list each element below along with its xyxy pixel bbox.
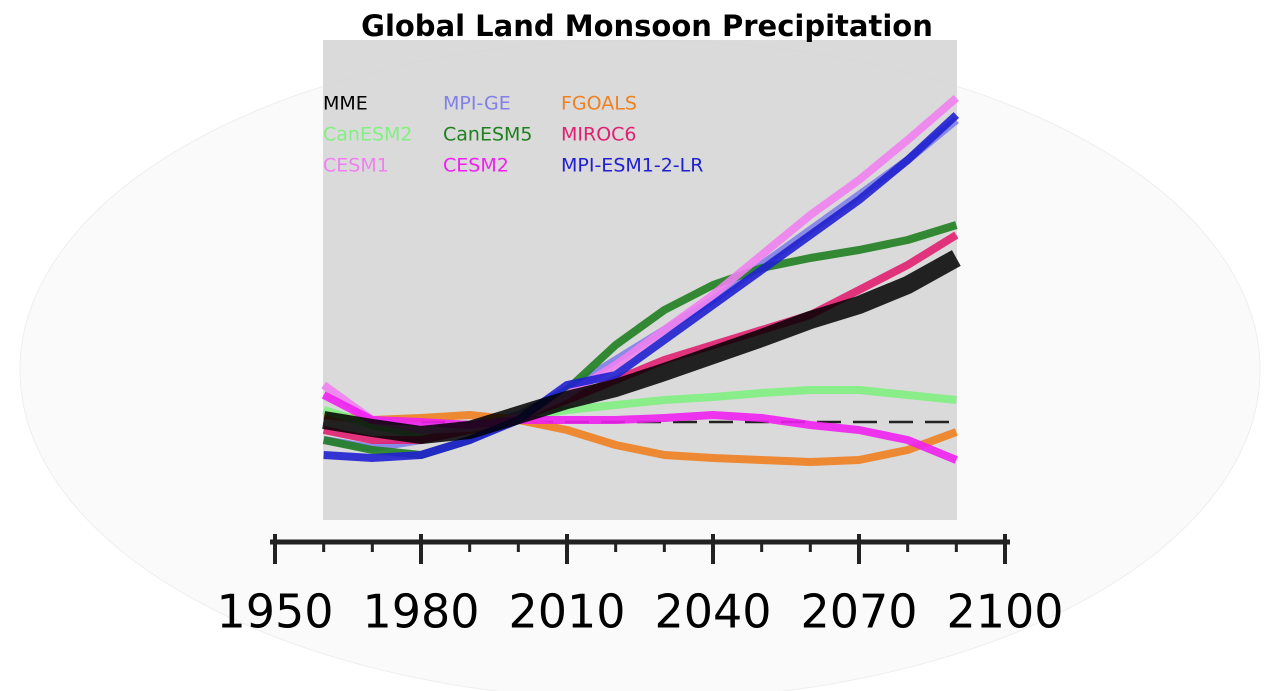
x-tick-label: 2010 (508, 585, 625, 639)
legend-label: FGOALS (561, 93, 637, 115)
legend-label: MME (323, 93, 368, 115)
x-tick-label: 2040 (654, 585, 771, 639)
legend-label: MIROC6 (561, 124, 637, 146)
x-tick-label: 2100 (946, 585, 1063, 639)
x-tick-label: 1980 (362, 585, 479, 639)
legend-label: CESM2 (443, 155, 509, 177)
legend-label: MPI-GE (443, 93, 511, 115)
legend-label: MPI-ESM1-2-LR (561, 155, 703, 177)
chart-title: Global Land Monsoon Precipitation (361, 9, 933, 43)
series-line (321, 391, 958, 464)
legend-label: CanESM2 (323, 124, 413, 146)
series-line (323, 112, 960, 462)
legend-label: CESM1 (323, 155, 389, 177)
x-tick-label: 1950 (216, 585, 333, 639)
x-tick-label: 2070 (800, 585, 917, 639)
series-line (322, 250, 961, 444)
legend-label: CanESM5 (443, 124, 533, 146)
series-line (323, 411, 958, 466)
